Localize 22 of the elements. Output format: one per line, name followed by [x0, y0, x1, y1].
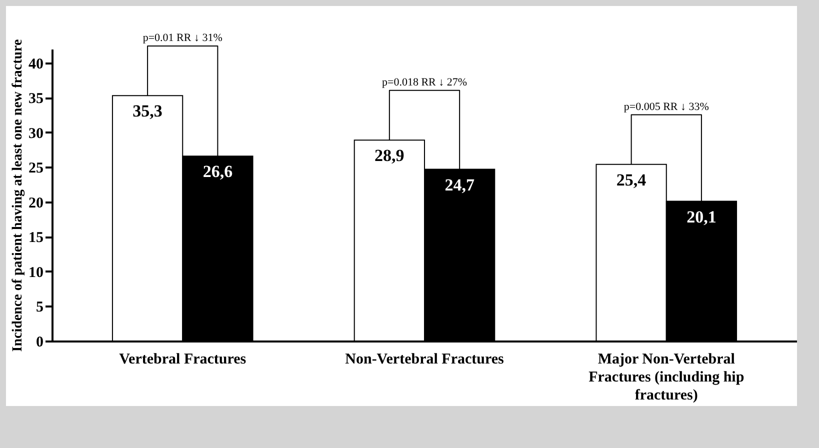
y-tick-label: 25 [28, 160, 44, 177]
y-axis-title: Incidence of patient having at least one new fracture [10, 39, 26, 352]
data-label: 20,1 [686, 207, 716, 226]
annotation: p=0.005 RR ↓ 33% [624, 100, 709, 113]
y-tick-label: 35 [28, 91, 44, 108]
y-tick-label: 30 [28, 126, 44, 142]
data-label: 26,6 [202, 162, 233, 182]
text: p=0.01 RR ↓ 31% [142, 32, 222, 44]
data-label: 25,4 [616, 170, 647, 190]
y-tick-label: 5 [36, 300, 44, 316]
x-tick-label: Vertebral Fractures [119, 352, 246, 368]
y-tick-label: 0 [36, 334, 44, 350]
annotation: p=0.018 RR ↓ 27% [382, 76, 468, 88]
y-tick-label: 10 [28, 264, 44, 281]
x-tick-label: Major Non-Vertebral Fractures (including hip fractures) [588, 352, 744, 404]
y-tick-label: 40 [28, 56, 44, 72]
y-tick-label: 15 [28, 230, 44, 246]
data-label: 35,3 [132, 102, 162, 121]
data-label: 24,7 [444, 175, 475, 194]
x-tick-label: Non-Vertebral Fractures [345, 352, 504, 368]
data-label: 28,9 [374, 146, 404, 166]
y-tick-label: 20 [28, 195, 44, 212]
